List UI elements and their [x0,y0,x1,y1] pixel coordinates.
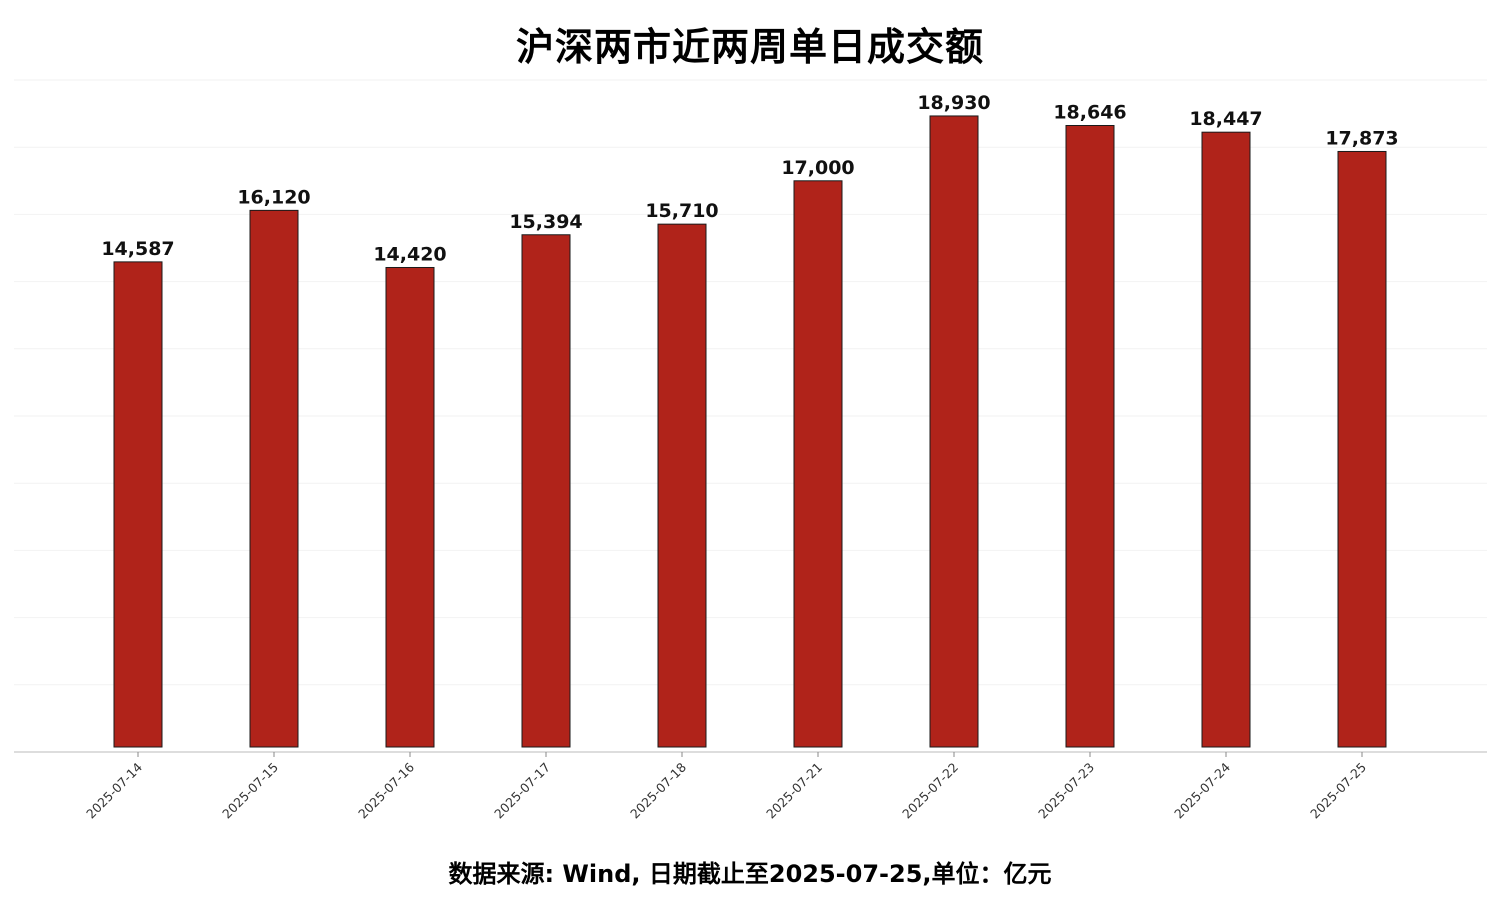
bar-value-label: 18,646 [1053,101,1126,123]
x-tick-label: 2025-07-15 [219,760,281,822]
bar [657,223,707,748]
x-tick-label: 2025-07-18 [627,759,689,821]
bar-value-label: 17,873 [1325,127,1398,149]
bar-value-label: 15,394 [509,211,582,233]
source-footnote: 数据来源: Wind, 日期截止至2025-07-25,单位：亿元 [448,860,1052,888]
x-tick-label: 2025-07-25 [1307,760,1369,822]
x-tick-label: 2025-07-21 [763,760,825,822]
x-tick-label: 2025-07-22 [899,760,961,822]
bar-value-label: 16,120 [237,186,310,208]
bar-value-label: 14,420 [373,243,446,265]
bar [385,266,435,748]
x-tick-label: 2025-07-14 [83,759,145,821]
bar [1337,150,1387,748]
bar-value-label: 14,587 [101,238,174,260]
bar-value-label: 18,447 [1189,108,1262,130]
grid-lines [14,79,1487,686]
bar-value-label: 18,930 [917,92,990,114]
bar [521,234,571,748]
x-tick-label: 2025-07-24 [1171,759,1233,821]
x-axis-ticks: 2025-07-14 2025-07-15 2025-07-16 2025-07-17… [83,752,1369,821]
x-tick-label: 2025-07-17 [491,760,553,822]
x-tick-label: 2025-07-23 [1035,760,1097,822]
bar-value-label: 15,710 [645,200,718,222]
bars [113,115,1387,748]
bar [1065,124,1115,748]
bar [113,261,163,748]
chart-title: 沪深两市近两周单日成交额 [515,25,984,69]
bar [793,180,843,748]
bar-value-labels: 14,587 16,120 14,420 15,394 15,710 17,000 18,9… [101,92,1398,266]
bar [929,115,979,748]
x-tick-label: 2025-07-16 [355,759,417,821]
bar [1201,131,1251,748]
bar-value-label: 17,000 [781,157,854,179]
bar [249,209,299,748]
